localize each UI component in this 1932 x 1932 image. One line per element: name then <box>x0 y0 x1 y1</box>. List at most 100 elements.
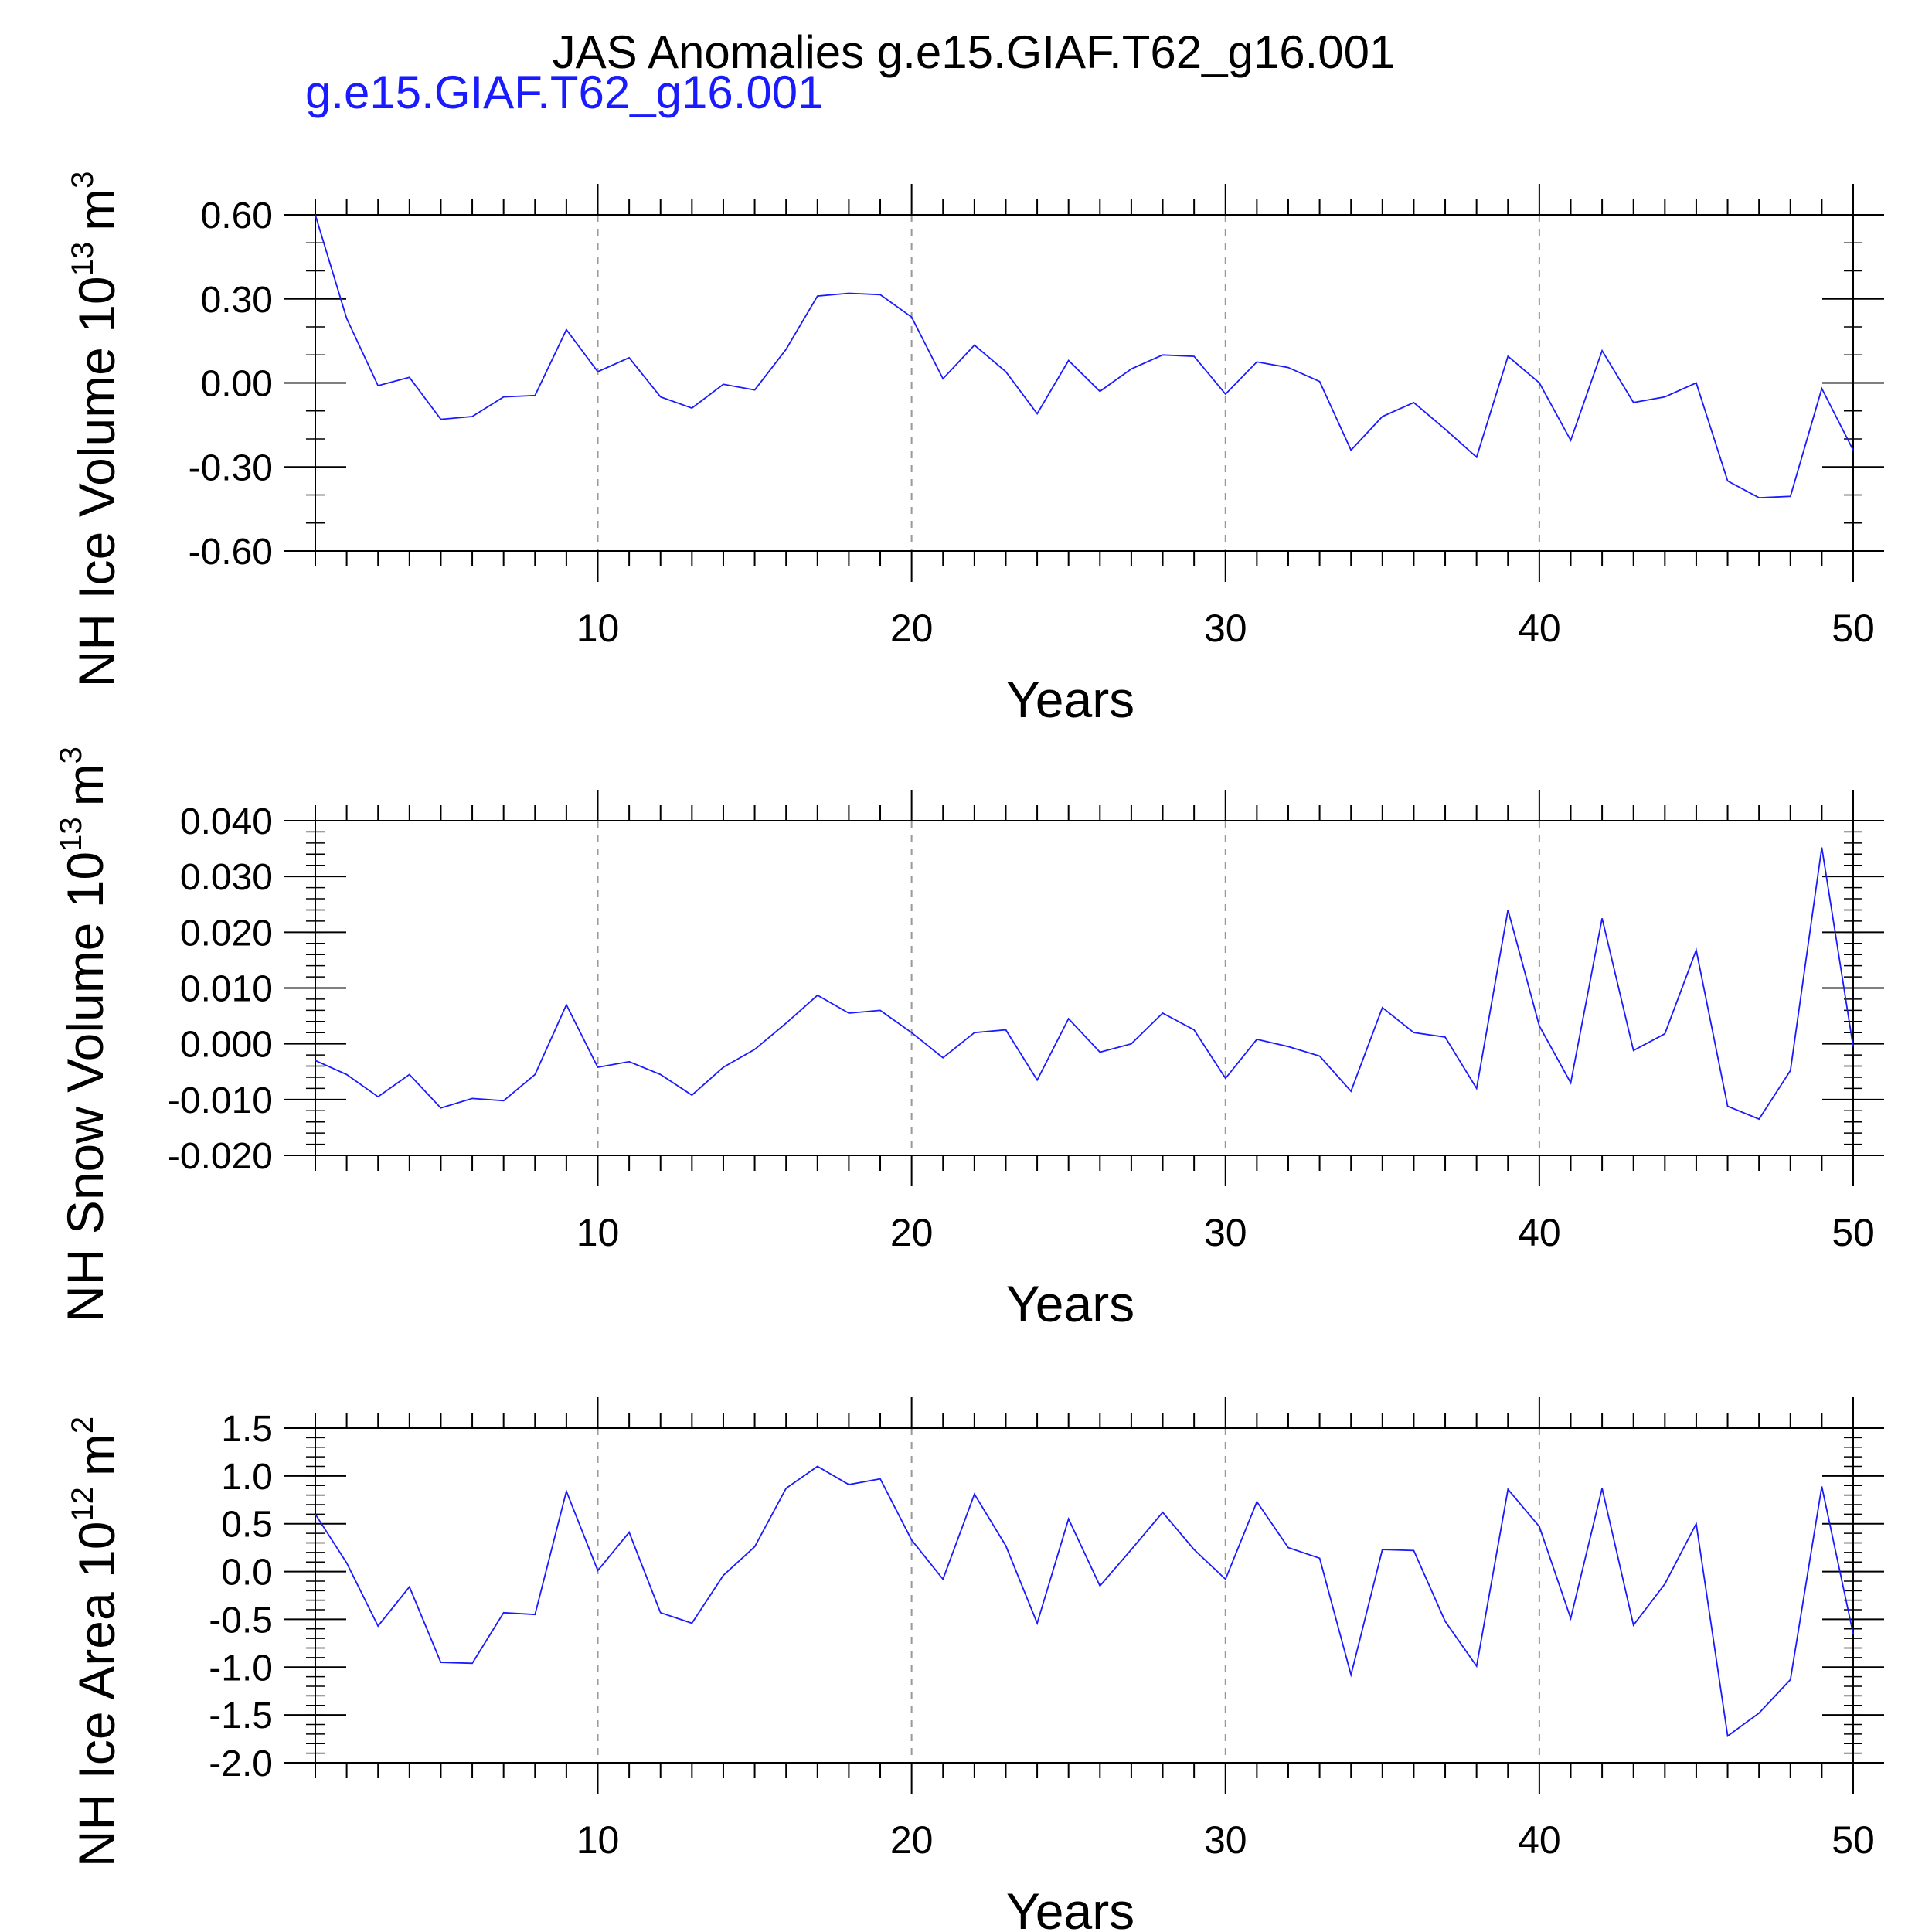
data-point <box>1004 1544 1007 1547</box>
data-point <box>784 348 787 351</box>
data-point <box>847 1483 850 1486</box>
y-tick-label: -1.5 <box>209 1696 273 1736</box>
data-point <box>1162 1511 1165 1514</box>
data-point <box>1444 427 1447 430</box>
data-point <box>690 1094 693 1097</box>
x-tick-label: 10 <box>577 1818 620 1862</box>
data-point <box>376 1095 379 1098</box>
data-point <box>628 356 631 359</box>
x-tick-label: 10 <box>577 1211 620 1254</box>
data-point <box>628 1060 631 1063</box>
data-point <box>659 1611 662 1614</box>
data-point <box>1726 479 1730 482</box>
data-point <box>1663 396 1666 399</box>
data-point <box>722 383 725 386</box>
data-point <box>1162 353 1165 356</box>
y-tick-label: 1.0 <box>221 1457 273 1498</box>
data-point <box>941 1056 944 1060</box>
y-axis-label: NH Ice Area 1012 m2 <box>66 1417 125 1867</box>
data-point <box>722 1574 725 1577</box>
data-point <box>345 1073 349 1076</box>
chart-panels: 10 20 30 40 50 Years -0.60 -0.30 0.00 0.30 0.60 NH … <box>54 172 1884 1932</box>
panel-snow-volume: 10 20 30 40 50 Years -0.020 -0.010 0.000 0.010 0.0… <box>54 747 1884 1332</box>
x-tick-label: 20 <box>890 1211 934 1254</box>
data-point <box>439 418 442 421</box>
data-point <box>910 1031 913 1034</box>
data-point <box>1287 1045 1290 1048</box>
data-point <box>1287 366 1290 369</box>
y-axis-label: NH Ice Volume 1013 m3 <box>66 172 125 688</box>
data-point <box>1067 359 1070 362</box>
y-tick-label: 0.000 <box>180 1025 273 1066</box>
data-point <box>1852 1045 1855 1048</box>
data-point <box>1287 1546 1290 1549</box>
data-point <box>1569 439 1572 442</box>
y-axis-label-unit-exponent: 2 <box>66 1417 100 1434</box>
data-point <box>345 1561 349 1564</box>
data-point <box>753 389 757 392</box>
data-point <box>1067 1518 1070 1521</box>
data-point <box>973 344 976 347</box>
data-point <box>533 1613 536 1616</box>
data-point <box>1632 1049 1635 1052</box>
y-tick-label: -0.020 <box>168 1136 273 1177</box>
data-point <box>1475 1087 1478 1090</box>
data-point <box>1444 1620 1447 1623</box>
data-point <box>753 1048 757 1051</box>
x-tick-label: 50 <box>1832 1211 1875 1254</box>
chart-title: JAS Anomalies g.e15.GIAF.T62_g16.001 <box>553 26 1396 78</box>
data-point <box>659 1073 662 1076</box>
y-tick-label: 0.5 <box>221 1505 273 1546</box>
data-point <box>597 1569 600 1572</box>
data-point <box>1506 355 1509 358</box>
data-point <box>345 317 349 320</box>
data-point <box>471 415 474 418</box>
data-point <box>408 376 411 379</box>
data-point <box>1130 367 1133 370</box>
data-point <box>1789 1678 1792 1681</box>
data-point <box>1381 415 1384 418</box>
data-point <box>1130 1548 1133 1551</box>
data-point <box>1067 1017 1070 1020</box>
y-tick-label: 0.030 <box>180 857 273 898</box>
panel-ice-area: 10 20 30 40 50 Years -2.0 -1.5 -1.0 -0.5 0.0 0.5 1.0… <box>66 1397 1884 1932</box>
data-point <box>314 1512 317 1515</box>
data-point <box>376 384 379 387</box>
x-tick-label: 20 <box>890 607 934 650</box>
x-axis-label: Years <box>1006 1275 1134 1332</box>
data-point <box>941 1577 944 1580</box>
data-point <box>910 1539 913 1542</box>
data-point <box>1255 1500 1258 1503</box>
data-point <box>502 396 505 399</box>
x-tick-label: 30 <box>1204 1211 1247 1254</box>
data-point <box>1789 1069 1792 1072</box>
data-point <box>1192 1029 1196 1032</box>
data-point <box>659 396 662 399</box>
data-point <box>471 1662 474 1665</box>
data-point <box>910 315 913 318</box>
y-tick-label: -0.5 <box>209 1600 273 1641</box>
y-axis-label-main: NH Snow Volume 10 <box>56 852 114 1322</box>
data-point <box>753 1545 757 1548</box>
y-axis-label-unit: m <box>56 764 114 806</box>
data-point <box>1004 1029 1007 1032</box>
y-axis-label-main: NH Ice Area 10 <box>68 1522 125 1868</box>
data-point <box>1506 1488 1509 1491</box>
data-point <box>439 1661 442 1664</box>
y-tick-label: 0.30 <box>201 280 273 321</box>
data-point <box>1538 1525 1541 1528</box>
data-point <box>1852 1632 1855 1635</box>
x-tick-label: 50 <box>1832 607 1875 650</box>
data-point <box>1632 401 1635 404</box>
data-point <box>1098 1584 1101 1587</box>
data-point <box>502 1611 505 1614</box>
data-point <box>879 293 882 296</box>
data-point <box>690 1621 693 1624</box>
data-point <box>1412 1549 1415 1552</box>
data-point <box>973 1031 976 1034</box>
data-point <box>408 1073 411 1076</box>
x-tick-label: 10 <box>577 607 620 650</box>
y-axis-label-unit: m <box>68 189 125 231</box>
data-point <box>597 1066 600 1069</box>
